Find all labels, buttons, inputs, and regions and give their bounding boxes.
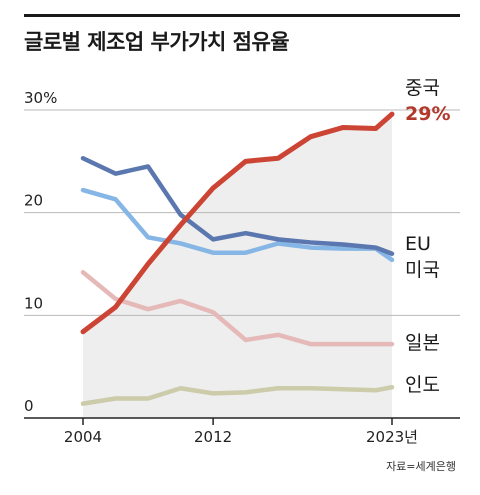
chart-title: 글로벌 제조업 부가가치 점유율 xyxy=(24,30,290,54)
series-line-1 xyxy=(80,111,395,335)
series-line-5 xyxy=(80,384,395,406)
series-label-2: EU xyxy=(405,233,431,255)
series-line-4 xyxy=(80,269,395,347)
title-rule xyxy=(24,14,460,17)
series-label-4: 일본 xyxy=(405,332,440,354)
series-line-3 xyxy=(80,187,395,263)
highlight-value-label: 29% xyxy=(405,103,450,125)
series-label-5: 인도 xyxy=(405,374,440,396)
series-label-1: 중국 xyxy=(405,77,440,99)
source-note: 자료=세계은행 xyxy=(386,460,456,473)
x-tick-label: 2023년 xyxy=(366,428,418,446)
series-label-3: 미국 xyxy=(405,259,440,281)
x-tick-label: 2004 xyxy=(64,428,102,446)
series-line-2 xyxy=(80,156,395,256)
area-fill xyxy=(83,114,392,419)
y-tick-label: 0 xyxy=(24,397,34,415)
x-tick-label: 2012 xyxy=(194,428,232,446)
y-tick-label: 20 xyxy=(24,192,43,210)
y-tick-label: 10 xyxy=(24,294,43,312)
y-tick-label: 30% xyxy=(24,89,57,107)
